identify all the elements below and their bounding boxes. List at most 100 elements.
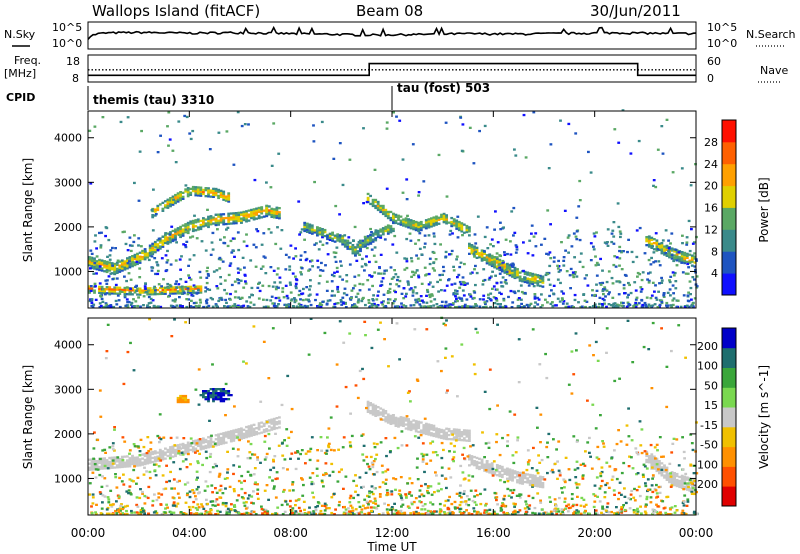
power-cells-cell bbox=[386, 216, 390, 220]
power-cells-cell bbox=[548, 294, 551, 298]
power-cells-cell bbox=[247, 213, 251, 216]
power-cells-cell bbox=[306, 299, 310, 302]
vel-cells-cell bbox=[414, 426, 418, 429]
power-cells-cell bbox=[635, 255, 639, 259]
power-cells-cell bbox=[90, 298, 94, 301]
vel-cells-cell bbox=[518, 493, 522, 496]
vel-cells-cell bbox=[113, 449, 116, 452]
vel-cells-cell bbox=[238, 438, 241, 442]
power-cells-cell bbox=[289, 291, 293, 294]
power-cells-cell bbox=[598, 296, 602, 299]
vel-cells-cell bbox=[424, 424, 428, 427]
vel-cells-cell bbox=[430, 432, 433, 435]
power-cells-cell bbox=[665, 248, 669, 251]
power-cells-cell bbox=[174, 236, 177, 239]
power-cells-cell bbox=[674, 256, 678, 259]
power-cells-cell bbox=[191, 235, 195, 238]
vel-cells-cell bbox=[690, 484, 694, 487]
vel-cells-cell bbox=[337, 470, 341, 474]
power-cells-cell bbox=[191, 219, 195, 223]
power-cells-cell bbox=[383, 269, 387, 272]
vel-cells-cell bbox=[479, 512, 483, 515]
power-cells-cell bbox=[620, 268, 624, 271]
vel-cells-cell bbox=[234, 430, 238, 434]
power-cells-cell bbox=[131, 257, 134, 260]
power-cells-cell bbox=[376, 202, 380, 206]
power-cells-cell bbox=[503, 253, 507, 256]
power-cells-cell bbox=[431, 267, 435, 270]
power-cells-cell bbox=[255, 228, 258, 231]
vel-cells-cell bbox=[99, 457, 102, 461]
power-cells-cell bbox=[634, 298, 638, 301]
power-cells-cell bbox=[147, 295, 151, 299]
power-cells-cell bbox=[115, 286, 119, 289]
power-cells-cell bbox=[257, 210, 261, 214]
power-cells-cell bbox=[323, 228, 327, 232]
vel-cells-cell bbox=[407, 418, 410, 421]
power-cells-cell bbox=[309, 303, 313, 307]
vel-cells-cell bbox=[533, 512, 537, 515]
power-cells-cell bbox=[184, 223, 188, 226]
power-cells-cell bbox=[93, 257, 96, 260]
power-cells-cell bbox=[247, 215, 251, 218]
vel-cells-cell bbox=[424, 483, 427, 486]
vel-cells-cell bbox=[248, 494, 251, 497]
power-cells-cell bbox=[489, 305, 492, 309]
power-cells-cell bbox=[328, 236, 332, 239]
vel-cells-cell bbox=[365, 500, 369, 503]
power-cells-cell bbox=[531, 276, 535, 280]
vel-cells-cell bbox=[263, 434, 267, 438]
vel-cells-cell bbox=[629, 498, 632, 501]
power-cells-cell bbox=[99, 246, 103, 249]
power-cells-cell bbox=[411, 294, 415, 297]
vel-cells-cell bbox=[508, 470, 512, 473]
power-cells-cell bbox=[470, 250, 474, 253]
power-cells-cell bbox=[189, 187, 193, 190]
power-cells-cell bbox=[506, 252, 509, 256]
vel-cells-cell bbox=[457, 428, 461, 432]
power-cells-cell bbox=[571, 273, 575, 276]
vel-cells-cell bbox=[490, 464, 494, 467]
power-cells-cell bbox=[440, 217, 443, 220]
power-cells-cell bbox=[376, 304, 380, 307]
vel-cells-cell bbox=[110, 505, 114, 508]
power-cells-cell bbox=[611, 296, 615, 299]
vel-cells-cell bbox=[417, 426, 421, 430]
vel-cells-cell bbox=[445, 437, 449, 441]
power-cells-cell bbox=[412, 222, 416, 225]
vel-cells-cell bbox=[158, 454, 162, 458]
vel-cells-cell bbox=[214, 500, 218, 503]
vel-cells-cell bbox=[594, 512, 597, 515]
power-cells-cell bbox=[157, 237, 161, 240]
vel-cells-cell bbox=[104, 451, 107, 454]
power-cells-cell bbox=[148, 293, 152, 296]
vel-cells-cell bbox=[470, 455, 474, 458]
power-cells-cell bbox=[658, 248, 661, 251]
power-cells-cell bbox=[457, 228, 461, 232]
vel-cells-cell bbox=[229, 394, 233, 397]
power-cells-cell bbox=[260, 208, 264, 211]
power-cells-cell bbox=[105, 264, 109, 268]
vel-cells-cell bbox=[178, 467, 182, 471]
power-cells-cell bbox=[105, 260, 109, 264]
power-cells-cell bbox=[179, 199, 182, 202]
power-cells-cell bbox=[146, 306, 149, 309]
cpid-panel: CPID themis (tau) 3310 tau (fost) 503 bbox=[6, 81, 490, 110]
vel-cells-cell bbox=[381, 410, 385, 413]
vel-cells-cell bbox=[449, 442, 453, 445]
power-cells-cell bbox=[184, 245, 188, 249]
power-cells-cell bbox=[381, 233, 385, 236]
vel-cells-cell bbox=[658, 462, 661, 465]
vel-cells-cell bbox=[117, 510, 121, 513]
vel-cells-cell bbox=[374, 412, 378, 415]
vel-cells-cell bbox=[551, 471, 555, 474]
power-cells-cell bbox=[239, 305, 243, 308]
power-cells-cell bbox=[589, 259, 593, 262]
vel-cells-cell bbox=[297, 498, 300, 502]
power-cells-cell bbox=[171, 288, 175, 291]
vel-cells-cell bbox=[178, 479, 181, 483]
power-cells-cell bbox=[244, 280, 247, 283]
power-cells-cell bbox=[376, 229, 380, 233]
vel-cells-cell bbox=[305, 513, 309, 516]
vel-cells-cell bbox=[570, 497, 574, 500]
